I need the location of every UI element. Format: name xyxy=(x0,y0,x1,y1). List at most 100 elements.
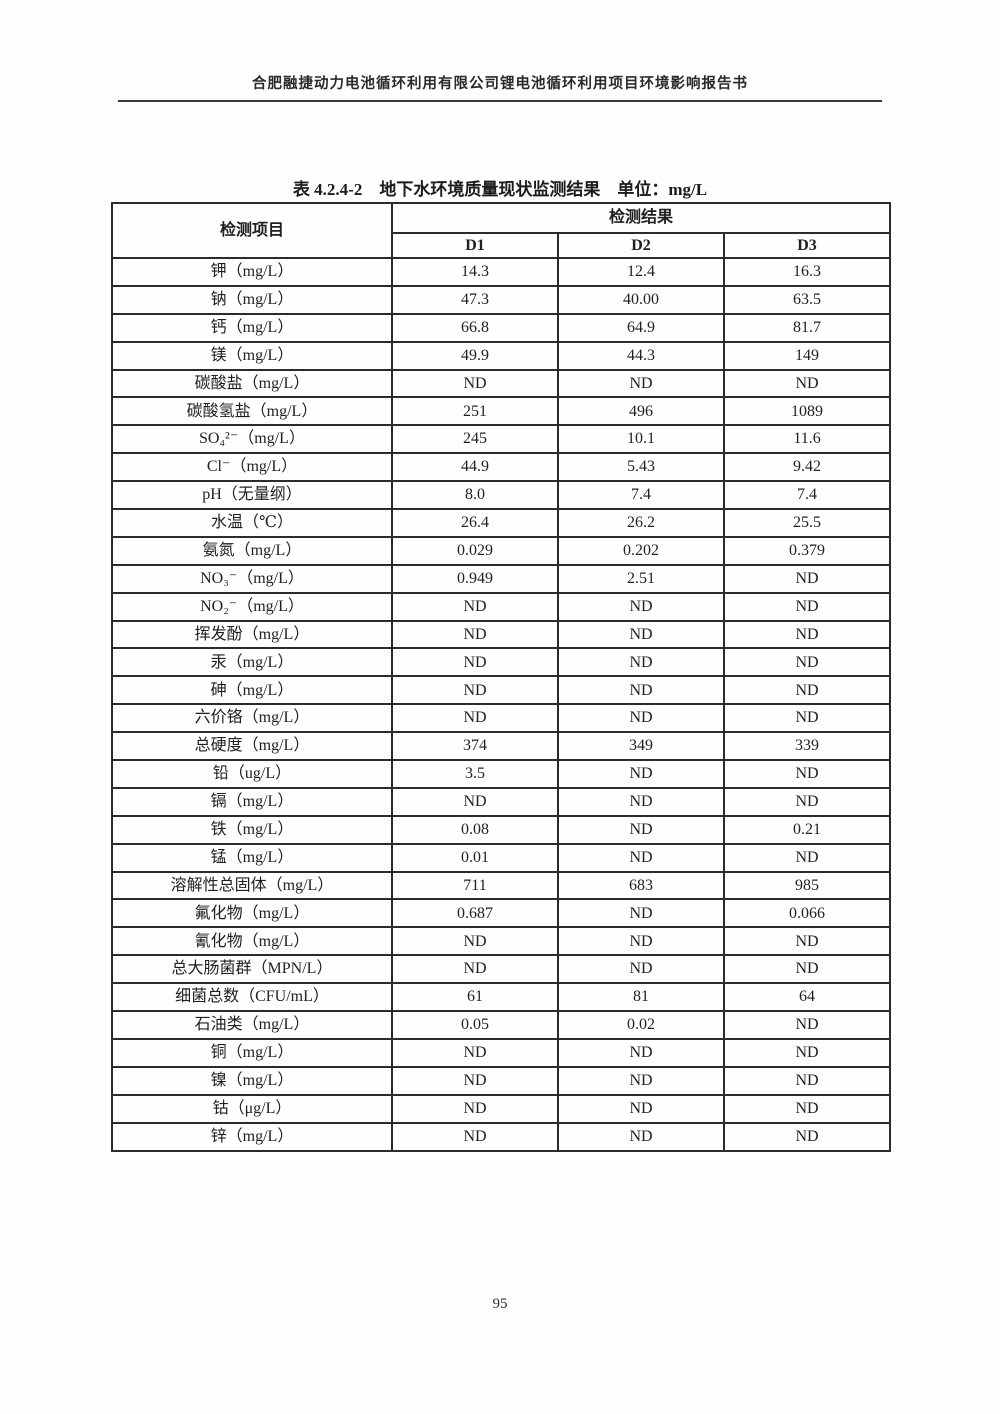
value-cell-d1: ND xyxy=(391,954,559,985)
value-cell-d2: ND xyxy=(557,1037,725,1068)
table-row: pH（无量纲） 8.0 7.4 7.4 xyxy=(111,480,892,511)
value-cell-d2: ND xyxy=(557,1065,725,1096)
value-cell-d3: 0.21 xyxy=(722,814,892,845)
table-row: 碳酸盐（mg/L） ND ND ND xyxy=(111,368,892,399)
value-cell-d3: 25.5 xyxy=(722,508,892,538)
value-cell-d1: ND xyxy=(391,703,559,734)
header-divider-rule xyxy=(118,100,882,102)
parameter-label: 总硬度（mg/L） xyxy=(111,731,393,762)
table-row: 氰化物（mg/L） ND ND ND xyxy=(111,926,892,957)
table-row: NO₂⁻（mg/L） ND ND ND xyxy=(111,591,892,622)
parameter-label: 锰（mg/L） xyxy=(111,842,393,873)
value-cell-d2: ND xyxy=(557,1121,725,1152)
parameter-label: 汞（mg/L） xyxy=(111,647,393,678)
value-cell-d1: 49.9 xyxy=(391,340,559,371)
value-cell-d1: 0.029 xyxy=(391,535,559,566)
value-cell-d3: 7.4 xyxy=(722,480,892,511)
value-cell-d1: 8.0 xyxy=(391,480,559,511)
table-row: 石油类（mg/L） 0.05 0.02 ND xyxy=(111,1010,892,1040)
value-cell-d2: 44.3 xyxy=(557,340,725,371)
station-header-d3: D3 xyxy=(722,232,892,259)
value-cell-d3: 63.5 xyxy=(722,284,892,315)
station-header-d2: D2 xyxy=(557,232,725,259)
value-cell-d3: ND xyxy=(722,1010,892,1040)
value-cell-d1: 0.05 xyxy=(391,1010,559,1040)
table-row: 砷（mg/L） ND ND ND xyxy=(111,675,892,706)
table-row: 镁（mg/L） 49.9 44.3 149 xyxy=(111,340,892,371)
parameter-label: NO₂⁻（mg/L） xyxy=(111,591,393,622)
table-row: 氨氮（mg/L） 0.029 0.202 0.379 xyxy=(111,535,892,566)
parameter-label: 钴（μg/L） xyxy=(111,1093,393,1124)
value-cell-d1: ND xyxy=(391,591,559,622)
parameter-label: NO₃⁻（mg/L） xyxy=(111,563,393,594)
parameter-label: 细菌总数（CFU/mL） xyxy=(111,982,393,1013)
parameter-label: 氰化物（mg/L） xyxy=(111,926,393,957)
value-cell-d3: ND xyxy=(722,786,892,817)
value-cell-d3: ND xyxy=(722,703,892,734)
table-row: 锰（mg/L） 0.01 ND ND xyxy=(111,842,892,873)
parameter-label: 挥发酚（mg/L） xyxy=(111,619,393,650)
parameter-label: SO₄²⁻（mg/L） xyxy=(111,424,393,455)
value-cell-d3: ND xyxy=(722,954,892,985)
value-cell-d1: 14.3 xyxy=(391,257,559,287)
value-cell-d2: ND xyxy=(557,703,725,734)
parameter-label: 六价铬（mg/L） xyxy=(111,703,393,734)
value-cell-d1: 0.949 xyxy=(391,563,559,594)
parameter-label: 总大肠菌群（MPN/L） xyxy=(111,954,393,985)
value-cell-d1: 66.8 xyxy=(391,312,559,343)
value-cell-d2: ND xyxy=(557,954,725,985)
value-cell-d1: 374 xyxy=(391,731,559,762)
value-cell-d2: 64.9 xyxy=(557,312,725,343)
parameter-label: 镉（mg/L） xyxy=(111,786,393,817)
value-cell-d3: ND xyxy=(722,1065,892,1096)
table-row: 水温（℃） 26.4 26.2 25.5 xyxy=(111,508,892,538)
table-title: 表 4.2.4-2 地下水环境质量现状监测结果 单位：mg/L xyxy=(292,180,708,199)
value-cell-d1: 3.5 xyxy=(391,759,559,789)
value-cell-d2: 0.202 xyxy=(557,535,725,566)
value-cell-d3: 985 xyxy=(722,870,892,901)
value-cell-d2: 683 xyxy=(557,870,725,901)
value-cell-d2: 26.2 xyxy=(557,508,725,538)
table-row: 细菌总数（CFU/mL） 61 81 64 xyxy=(111,982,892,1013)
table-row: 总大肠菌群（MPN/L） ND ND ND xyxy=(111,954,892,985)
table-row: 镍（mg/L） ND ND ND xyxy=(111,1065,892,1096)
value-cell-d3: ND xyxy=(722,759,892,789)
parameter-label: 镁（mg/L） xyxy=(111,340,393,371)
parameter-label: 水温（℃） xyxy=(111,508,393,538)
value-cell-d1: 245 xyxy=(391,424,559,455)
table-row: 汞（mg/L） ND ND ND xyxy=(111,647,892,678)
value-cell-d1: ND xyxy=(391,786,559,817)
value-cell-d3: ND xyxy=(722,842,892,873)
parameter-label: 钠（mg/L） xyxy=(111,284,393,315)
value-cell-d2: ND xyxy=(557,647,725,678)
value-cell-d2: 81 xyxy=(557,982,725,1013)
parameter-label: 氨氮（mg/L） xyxy=(111,535,393,566)
table-row: SO₄²⁻（mg/L） 245 10.1 11.6 xyxy=(111,424,892,455)
table-row: NO₃⁻（mg/L） 0.949 2.51 ND xyxy=(111,563,892,594)
table-row: 铁（mg/L） 0.08 ND 0.21 xyxy=(111,814,892,845)
value-cell-d1: 711 xyxy=(391,870,559,901)
value-cell-d1: ND xyxy=(391,1037,559,1068)
table-row: 锌（mg/L） ND ND ND xyxy=(111,1121,892,1152)
value-cell-d1: 0.08 xyxy=(391,814,559,845)
header-row-results: 检测项目 检测结果 xyxy=(111,202,892,259)
table-row: 溶解性总固体（mg/L） 711 683 985 xyxy=(111,870,892,901)
value-cell-d1: ND xyxy=(391,619,559,650)
value-cell-d3: ND xyxy=(722,926,892,957)
result-header-cell: 检测结果 xyxy=(390,202,892,234)
value-cell-d3: 11.6 xyxy=(722,424,892,455)
value-cell-d2: ND xyxy=(557,591,725,622)
parameter-label: 锌（mg/L） xyxy=(111,1121,393,1152)
value-cell-d1: ND xyxy=(391,1121,559,1152)
parameter-label: 铅（ug/L） xyxy=(111,759,393,789)
value-cell-d3: ND xyxy=(722,368,892,399)
value-cell-d1: 251 xyxy=(391,396,559,427)
parameter-label: 铁（mg/L） xyxy=(111,814,393,845)
table-row: 钾（mg/L） 14.3 12.4 16.3 xyxy=(111,257,892,287)
table-body: 钾（mg/L） 14.3 12.4 16.3 钠（mg/L） 47.3 40.00 63.5 钙… xyxy=(111,257,892,1152)
value-cell-d3: 9.42 xyxy=(722,452,892,483)
table-row: 六价铬（mg/L） ND ND ND xyxy=(111,703,892,734)
parameter-label: 碳酸盐（mg/L） xyxy=(111,368,393,399)
value-cell-d2: 0.02 xyxy=(557,1010,725,1040)
